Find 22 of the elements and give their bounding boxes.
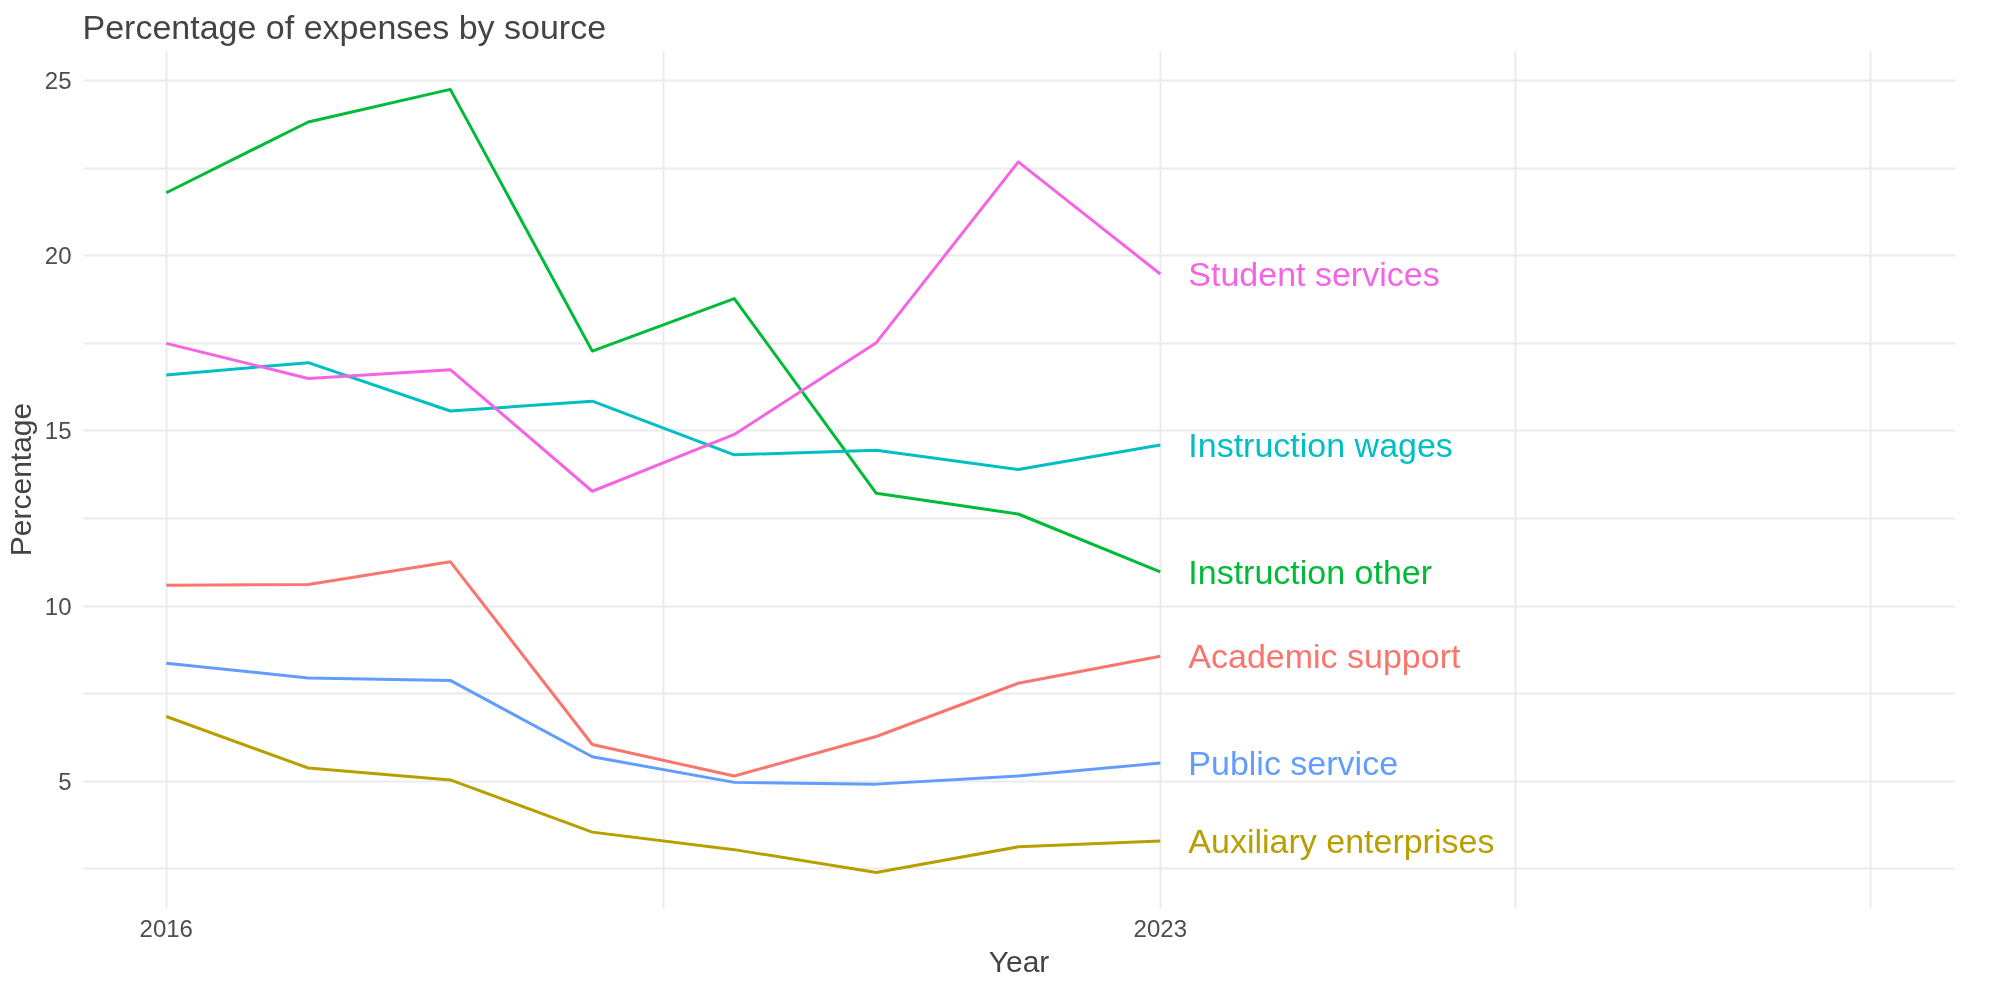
- y-tick-label: 25: [44, 67, 72, 95]
- series-label: Instruction other: [1188, 552, 1433, 591]
- line-series: [164, 361, 1162, 472]
- y-tick-label: 15: [44, 417, 72, 445]
- series-label: Instruction wages: [1188, 425, 1453, 464]
- x-tick-label: 2016: [139, 914, 193, 942]
- line-series: [164, 160, 1162, 493]
- y-tick-label: 10: [44, 592, 72, 620]
- line-series: [164, 560, 1162, 778]
- line-series: [164, 715, 1162, 874]
- y-tick-label: 20: [44, 242, 72, 270]
- chart-title: Percentage of expenses by source: [82, 7, 607, 46]
- series-label: Academic support: [1188, 637, 1461, 676]
- x-axis-title: Year: [988, 944, 1050, 978]
- series-label: Auxiliary enterprises: [1188, 821, 1495, 860]
- series-label: Student services: [1188, 255, 1440, 294]
- series-label: Public service: [1188, 744, 1399, 783]
- y-axis-title: Percentage: [3, 402, 37, 557]
- y-tick-label: 5: [58, 767, 72, 795]
- x-tick-label: 2023: [1133, 914, 1187, 942]
- line-series: [164, 87, 1162, 574]
- line-series: [164, 661, 1162, 786]
